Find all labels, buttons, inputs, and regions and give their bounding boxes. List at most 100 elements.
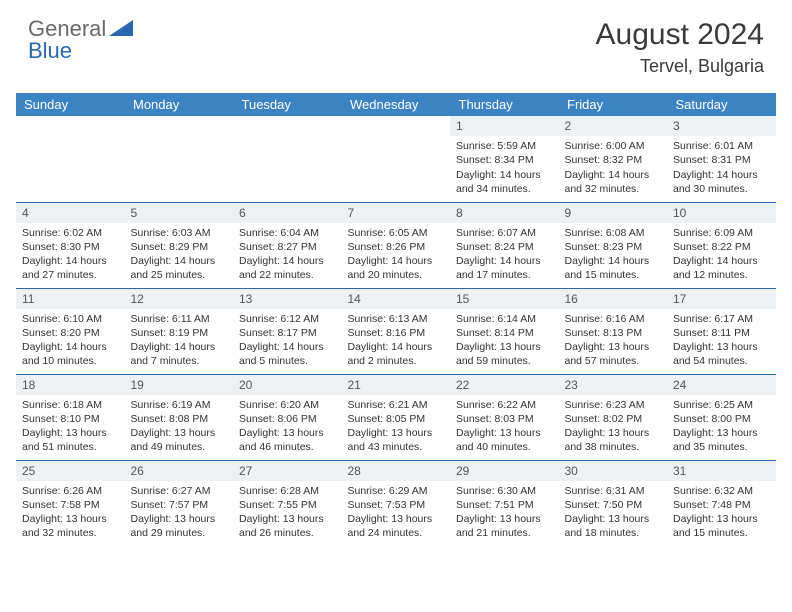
day-content: Sunrise: 6:28 AMSunset: 7:55 PMDaylight:… (233, 481, 342, 545)
calendar-cell: 2 Sunrise: 6:00 AMSunset: 8:32 PMDaylight… (559, 116, 668, 202)
calendar-cell: 18 Sunrise: 6:18 AMSunset: 8:10 PMDayligh… (16, 374, 125, 460)
day-content: Sunrise: 6:14 AMSunset: 8:14 PMDaylight:… (450, 309, 559, 373)
day-content: Sunrise: 6:02 AMSunset: 8:30 PMDaylight:… (16, 223, 125, 287)
day-number: 6 (233, 203, 342, 223)
day-content: Sunrise: 6:12 AMSunset: 8:17 PMDaylight:… (233, 309, 342, 373)
sunset-text: Sunset: 8:32 PM (565, 153, 662, 167)
sunset-text: Sunset: 8:08 PM (131, 412, 228, 426)
day-content: Sunrise: 6:22 AMSunset: 8:03 PMDaylight:… (450, 395, 559, 459)
day-header-row: Sunday Monday Tuesday Wednesday Thursday… (16, 93, 776, 116)
day-content: Sunrise: 6:07 AMSunset: 8:24 PMDaylight:… (450, 223, 559, 287)
location-label: Tervel, Bulgaria (596, 56, 764, 77)
calendar-cell: 27Sunrise: 6:28 AMSunset: 7:55 PMDayligh… (233, 460, 342, 546)
daylight-text: Daylight: 13 hours and 21 minutes. (456, 512, 553, 540)
daylight-text: Daylight: 14 hours and 32 minutes. (565, 168, 662, 196)
daylight-text: Daylight: 13 hours and 59 minutes. (456, 340, 553, 368)
sunrise-text: Sunrise: 6:07 AM (456, 226, 553, 240)
calendar-cell: 28Sunrise: 6:29 AMSunset: 7:53 PMDayligh… (342, 460, 451, 546)
daylight-text: Daylight: 13 hours and 15 minutes. (673, 512, 770, 540)
sunrise-text: Sunrise: 6:19 AM (131, 398, 228, 412)
sunset-text: Sunset: 8:10 PM (22, 412, 119, 426)
day-number: 5 (125, 203, 234, 223)
logo-text-line1: General (28, 18, 106, 40)
header: General Blue August 2024 Tervel, Bulgari… (0, 0, 792, 85)
sunset-text: Sunset: 8:03 PM (456, 412, 553, 426)
day-number: 21 (342, 375, 451, 395)
day-content: Sunrise: 6:01 AMSunset: 8:31 PMDaylight:… (667, 136, 776, 200)
daylight-text: Daylight: 13 hours and 29 minutes. (131, 512, 228, 540)
sunrise-text: Sunrise: 6:16 AM (565, 312, 662, 326)
day-number: 18 (16, 375, 125, 395)
sunset-text: Sunset: 8:26 PM (348, 240, 445, 254)
sunset-text: Sunset: 8:22 PM (673, 240, 770, 254)
day-number: 7 (342, 203, 451, 223)
day-number: 8 (450, 203, 559, 223)
sunrise-text: Sunrise: 6:29 AM (348, 484, 445, 498)
day-header: Saturday (667, 93, 776, 116)
calendar-cell (16, 116, 125, 202)
day-content: Sunrise: 6:19 AMSunset: 8:08 PMDaylight:… (125, 395, 234, 459)
calendar-cell: 22Sunrise: 6:22 AMSunset: 8:03 PMDayligh… (450, 374, 559, 460)
calendar-cell: 23Sunrise: 6:23 AMSunset: 8:02 PMDayligh… (559, 374, 668, 460)
sunrise-text: Sunrise: 6:00 AM (565, 139, 662, 153)
daylight-text: Daylight: 13 hours and 54 minutes. (673, 340, 770, 368)
day-number: 2 (559, 116, 668, 136)
calendar-cell: 1Sunrise: 5:59 AMSunset: 8:34 PMDaylight… (450, 116, 559, 202)
day-number: 1 (450, 116, 559, 136)
sunset-text: Sunset: 8:16 PM (348, 326, 445, 340)
calendar-cell: 11Sunrise: 6:10 AMSunset: 8:20 PMDayligh… (16, 288, 125, 374)
sunrise-text: Sunrise: 6:02 AM (22, 226, 119, 240)
sunrise-text: Sunrise: 6:14 AM (456, 312, 553, 326)
sunrise-text: Sunrise: 6:31 AM (565, 484, 662, 498)
day-header: Thursday (450, 93, 559, 116)
calendar-cell: 20Sunrise: 6:20 AMSunset: 8:06 PMDayligh… (233, 374, 342, 460)
day-content: Sunrise: 6:17 AMSunset: 8:11 PMDaylight:… (667, 309, 776, 373)
sunrise-text: Sunrise: 6:10 AM (22, 312, 119, 326)
day-number: 20 (233, 375, 342, 395)
day-content: Sunrise: 6:31 AMSunset: 7:50 PMDaylight:… (559, 481, 668, 545)
day-header: Sunday (16, 93, 125, 116)
calendar-cell: 26Sunrise: 6:27 AMSunset: 7:57 PMDayligh… (125, 460, 234, 546)
day-number: 16 (559, 289, 668, 309)
sunset-text: Sunset: 7:50 PM (565, 498, 662, 512)
calendar-cell: 21Sunrise: 6:21 AMSunset: 8:05 PMDayligh… (342, 374, 451, 460)
day-number: 22 (450, 375, 559, 395)
daylight-text: Daylight: 13 hours and 57 minutes. (565, 340, 662, 368)
day-content: Sunrise: 6:32 AMSunset: 7:48 PMDaylight:… (667, 481, 776, 545)
calendar-week-row: 25Sunrise: 6:26 AMSunset: 7:58 PMDayligh… (16, 460, 776, 546)
day-content: Sunrise: 5:59 AMSunset: 8:34 PMDaylight:… (450, 136, 559, 200)
sunset-text: Sunset: 8:34 PM (456, 153, 553, 167)
daylight-text: Daylight: 14 hours and 27 minutes. (22, 254, 119, 282)
sunset-text: Sunset: 8:02 PM (565, 412, 662, 426)
daylight-text: Daylight: 13 hours and 51 minutes. (22, 426, 119, 454)
day-content: Sunrise: 6:11 AMSunset: 8:19 PMDaylight:… (125, 309, 234, 373)
sunset-text: Sunset: 8:19 PM (131, 326, 228, 340)
sunset-text: Sunset: 8:06 PM (239, 412, 336, 426)
sunrise-text: Sunrise: 5:59 AM (456, 139, 553, 153)
sunrise-text: Sunrise: 6:13 AM (348, 312, 445, 326)
daylight-text: Daylight: 14 hours and 10 minutes. (22, 340, 119, 368)
day-content: Sunrise: 6:05 AMSunset: 8:26 PMDaylight:… (342, 223, 451, 287)
sunset-text: Sunset: 8:13 PM (565, 326, 662, 340)
day-number: 24 (667, 375, 776, 395)
sunset-text: Sunset: 7:58 PM (22, 498, 119, 512)
sunrise-text: Sunrise: 6:18 AM (22, 398, 119, 412)
logo-triangle-icon (109, 18, 133, 40)
daylight-text: Daylight: 14 hours and 7 minutes. (131, 340, 228, 368)
day-number: 15 (450, 289, 559, 309)
calendar-cell: 29Sunrise: 6:30 AMSunset: 7:51 PMDayligh… (450, 460, 559, 546)
month-title: August 2024 (596, 18, 764, 52)
calendar-cell: 14Sunrise: 6:13 AMSunset: 8:16 PMDayligh… (342, 288, 451, 374)
title-block: August 2024 Tervel, Bulgaria (596, 18, 764, 77)
sunset-text: Sunset: 7:55 PM (239, 498, 336, 512)
day-number: 10 (667, 203, 776, 223)
calendar-cell: 12Sunrise: 6:11 AMSunset: 8:19 PMDayligh… (125, 288, 234, 374)
day-content: Sunrise: 6:26 AMSunset: 7:58 PMDaylight:… (16, 481, 125, 545)
sunrise-text: Sunrise: 6:25 AM (673, 398, 770, 412)
calendar-cell: 9Sunrise: 6:08 AMSunset: 8:23 PMDaylight… (559, 202, 668, 288)
calendar-cell: 6Sunrise: 6:04 AMSunset: 8:27 PMDaylight… (233, 202, 342, 288)
calendar-cell: 8Sunrise: 6:07 AMSunset: 8:24 PMDaylight… (450, 202, 559, 288)
sunset-text: Sunset: 7:53 PM (348, 498, 445, 512)
calendar-cell (342, 116, 451, 202)
sunrise-text: Sunrise: 6:26 AM (22, 484, 119, 498)
